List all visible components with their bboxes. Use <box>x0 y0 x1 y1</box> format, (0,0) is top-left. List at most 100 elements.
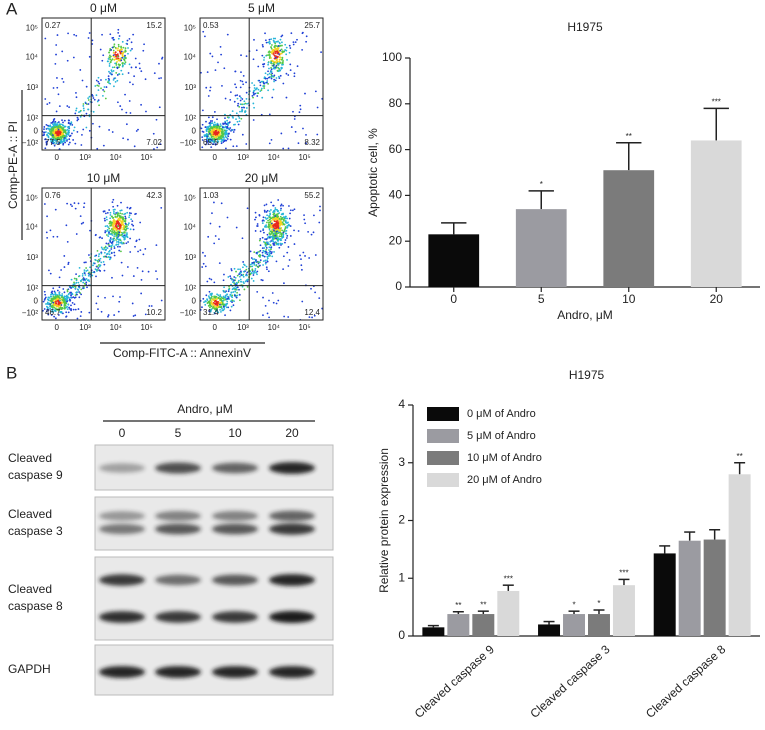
event-dot <box>52 293 55 296</box>
event-dot <box>118 72 121 75</box>
event-dot <box>98 253 101 255</box>
event-dot <box>128 214 131 217</box>
event-dot <box>220 310 222 313</box>
event-dot <box>123 224 125 227</box>
event-dot <box>45 143 48 146</box>
event-dot <box>279 58 282 61</box>
event-dot <box>66 289 69 291</box>
event-dot <box>235 270 237 273</box>
event-dot <box>213 136 216 139</box>
event-dot <box>97 295 100 298</box>
event-dot <box>46 140 49 143</box>
event-dot <box>201 146 204 149</box>
event-dot <box>69 122 72 125</box>
panel-label: A <box>6 0 18 18</box>
event-dot <box>206 298 208 301</box>
event-dot <box>288 44 291 47</box>
event-dot <box>63 266 66 268</box>
event-dot <box>129 237 132 240</box>
flow-y-tick: 10³ <box>184 83 196 92</box>
event-dot <box>114 215 117 218</box>
significance-label: *** <box>504 574 513 583</box>
event-dot <box>241 108 244 111</box>
event-dot <box>263 247 266 249</box>
event-dot <box>92 110 95 113</box>
event-dot <box>268 72 271 75</box>
event-dot <box>42 309 44 312</box>
x-tick-label: Cleaved caspase 9 <box>412 642 497 721</box>
event-dot <box>209 129 212 132</box>
event-dot <box>140 103 142 106</box>
event-dot <box>114 81 117 83</box>
event-dot <box>271 75 274 78</box>
event-dot <box>217 136 220 139</box>
event-dot <box>105 234 108 236</box>
event-dot <box>286 217 289 220</box>
event-dot <box>55 44 58 46</box>
event-dot <box>264 238 266 240</box>
event-dot <box>232 145 235 148</box>
x-tick-label: 0 <box>450 292 457 306</box>
event-dot <box>265 243 268 246</box>
blot-band <box>212 523 258 535</box>
event-dot <box>272 53 275 55</box>
event-dot <box>55 53 57 56</box>
event-dot <box>86 269 89 272</box>
event-dot <box>278 218 281 220</box>
event-dot <box>127 52 129 55</box>
event-dot <box>277 199 280 201</box>
event-dot <box>274 44 277 47</box>
event-dot <box>218 301 221 304</box>
event-dot <box>59 301 61 304</box>
event-dot <box>109 211 112 214</box>
event-dot <box>268 246 271 249</box>
event-dot <box>217 128 220 131</box>
event-dot <box>235 112 238 115</box>
event-dot <box>101 237 103 240</box>
event-dot <box>268 113 271 116</box>
event-dot <box>43 131 46 134</box>
event-dot <box>94 268 97 271</box>
event-dot <box>97 99 100 101</box>
event-dot <box>217 61 219 64</box>
event-dot <box>117 240 120 243</box>
event-dot <box>117 222 120 225</box>
event-dot <box>99 257 102 260</box>
event-cloud <box>42 198 163 320</box>
x-tick-label: 5 <box>538 292 545 306</box>
event-dot <box>214 143 217 145</box>
event-dot <box>255 264 258 267</box>
event-dot <box>75 107 78 110</box>
event-dot <box>58 276 61 279</box>
y-tick-label: 2 <box>398 513 405 527</box>
event-dot <box>66 105 69 107</box>
event-dot <box>123 63 126 65</box>
event-dot <box>230 278 233 281</box>
event-dot <box>112 216 115 219</box>
event-dot <box>272 226 275 228</box>
event-dot <box>202 297 205 300</box>
event-dot <box>76 131 79 133</box>
event-dot <box>47 136 50 139</box>
event-dot <box>211 212 213 215</box>
event-dot <box>96 265 99 268</box>
event-dot <box>121 274 124 277</box>
event-dot <box>94 85 97 87</box>
event-dot <box>240 273 243 276</box>
event-dot <box>70 309 73 312</box>
event-dot <box>106 224 109 227</box>
chart-title: H1975 <box>567 20 603 34</box>
event-dot <box>99 264 102 267</box>
event-dot <box>243 288 246 291</box>
event-dot <box>153 148 155 150</box>
event-dot <box>217 300 220 303</box>
event-dot <box>270 47 273 50</box>
event-dot <box>228 132 230 135</box>
event-dot <box>215 310 217 313</box>
event-dot <box>240 270 242 273</box>
event-dot <box>120 234 123 237</box>
event-dot <box>104 230 107 232</box>
event-dot <box>267 61 270 64</box>
event-dot <box>124 61 127 64</box>
event-dot <box>226 300 229 303</box>
